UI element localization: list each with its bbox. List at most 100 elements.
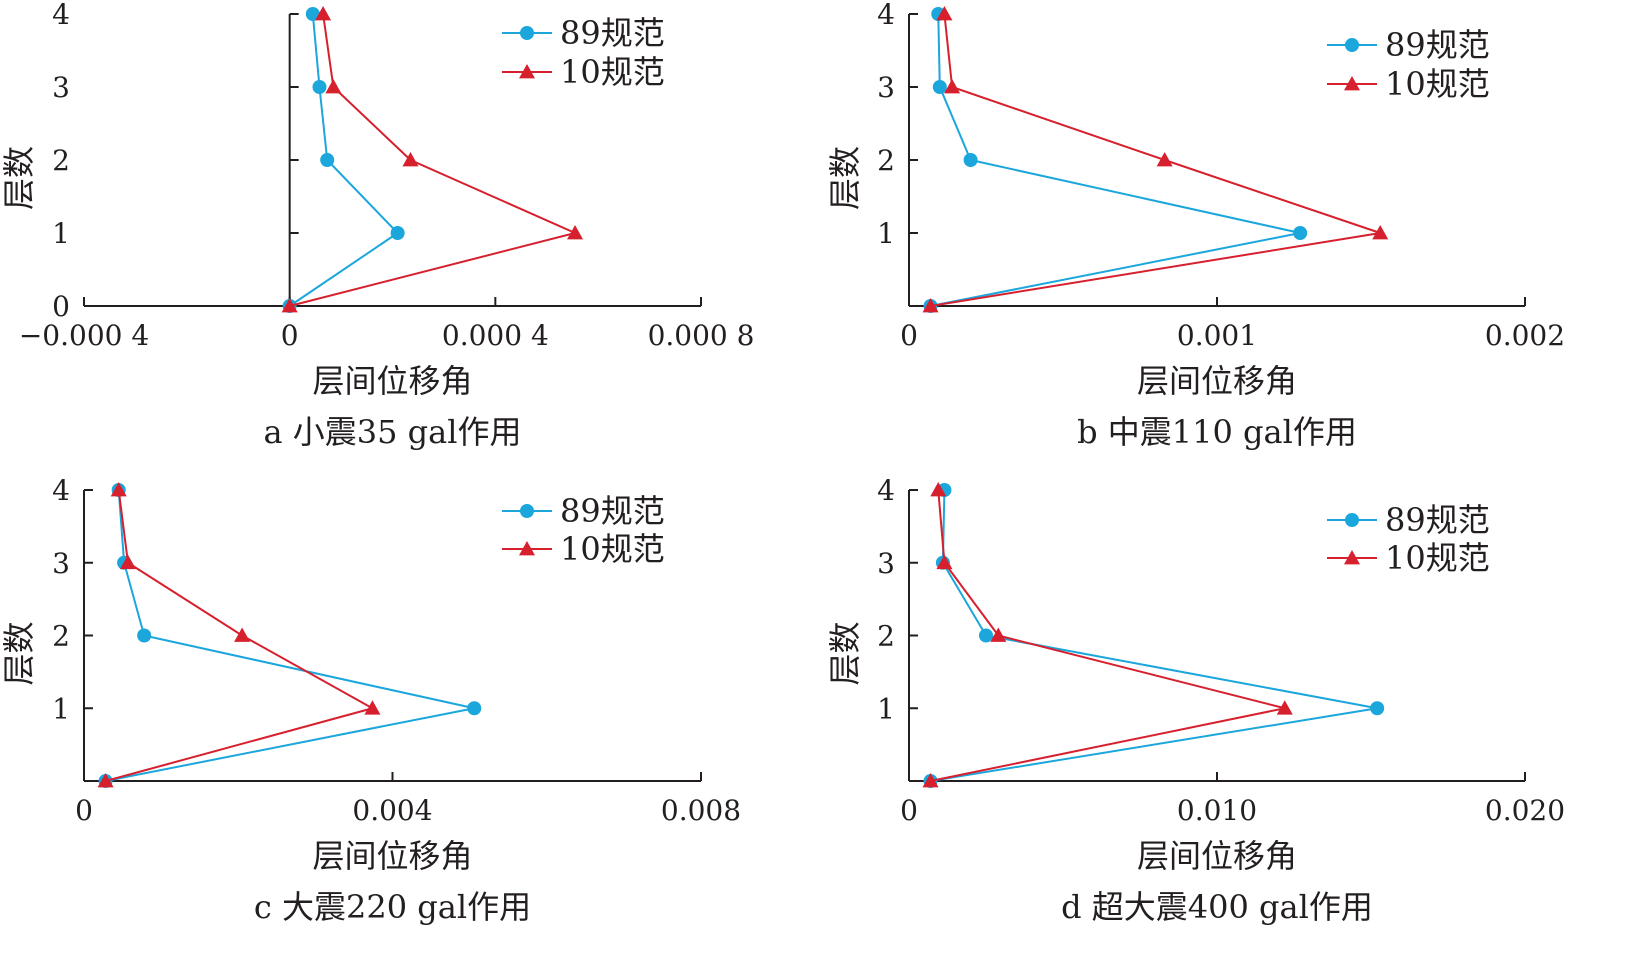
y-tick-label: 1 [52, 692, 70, 725]
legend-marker [519, 541, 535, 556]
x-tick-label: 0 [900, 319, 918, 352]
y-tick-label: 3 [877, 547, 895, 580]
data-point [402, 152, 419, 167]
y-tick-label: 4 [52, 0, 70, 31]
x-tick-label: 0 [281, 319, 299, 352]
legend-label: 89规范 [1385, 501, 1490, 539]
y-axis-title: 层数 [0, 146, 38, 210]
legend-label: 89规范 [560, 14, 665, 52]
x-tick-label: 0.000 4 [442, 319, 549, 352]
legend-marker [520, 504, 534, 518]
legend-marker [520, 26, 534, 40]
y-axis-title: 层数 [0, 621, 38, 685]
data-point [364, 700, 381, 715]
series-10 [922, 6, 1389, 313]
y-tick-label: 2 [877, 620, 895, 653]
data-point [320, 153, 335, 167]
y-axis-title: 层数 [826, 621, 864, 685]
x-axis-title: 层间位移角 [1137, 362, 1297, 400]
data-point [110, 482, 127, 497]
x-tick-label: 0 [900, 794, 918, 827]
legend-label: 10规范 [1385, 65, 1490, 103]
x-tick-label: 0.002 [1485, 319, 1565, 352]
panel-caption: b 中震110 gal作用 [1077, 413, 1357, 451]
data-point [467, 701, 482, 716]
data-point [1276, 700, 1293, 715]
x-axis-title: 层间位移角 [1137, 837, 1297, 875]
legend-marker [519, 64, 535, 79]
panel-caption: d 超大震400 gal作用 [1061, 888, 1373, 926]
series-line [289, 13, 400, 307]
series-89 [282, 7, 405, 313]
series-10 [97, 482, 381, 788]
data-point [979, 628, 993, 643]
y-tick-label: 4 [52, 474, 70, 507]
x-tick-label: −0.000 4 [19, 319, 149, 352]
data-point [1370, 701, 1385, 716]
y-tick-label: 4 [877, 0, 895, 31]
y-tick-label: 3 [52, 71, 70, 104]
data-point [990, 627, 1007, 642]
panel-caption: a 小震35 gal作用 [264, 413, 522, 451]
series-line [105, 489, 475, 782]
data-point [97, 773, 114, 788]
data-point [312, 80, 327, 94]
data-point [234, 627, 251, 642]
data-point [567, 225, 584, 240]
x-axis-title: 层间位移角 [312, 837, 472, 875]
series-line [930, 13, 1301, 307]
legend-marker [1345, 513, 1359, 527]
series-10 [922, 482, 1293, 788]
data-point [936, 554, 953, 570]
y-tick-label: 4 [877, 474, 895, 507]
data-point [932, 80, 947, 94]
panel-caption: c 大震220 gal作用 [254, 888, 531, 926]
y-tick-label: 1 [52, 217, 70, 250]
y-tick-label: 1 [877, 217, 895, 250]
legend-label: 10规范 [1385, 539, 1490, 577]
legend-marker [1344, 550, 1360, 565]
y-tick-label: 1 [877, 692, 895, 725]
y-axis-title: 层数 [826, 146, 864, 210]
data-point [1372, 225, 1389, 240]
y-tick-label: 2 [52, 620, 70, 653]
x-axis-title: 层间位移角 [312, 362, 472, 400]
series-89 [923, 7, 1308, 313]
legend-marker [1345, 38, 1359, 52]
legend-label: 10规范 [560, 530, 665, 568]
data-point [305, 7, 320, 21]
data-point [119, 554, 136, 570]
data-point [963, 153, 978, 167]
y-tick-label: 3 [877, 71, 895, 104]
x-tick-label: 0.001 [1177, 319, 1257, 352]
legend-label: 89规范 [1385, 26, 1490, 64]
series-10 [281, 6, 584, 313]
series-89 [923, 483, 1385, 788]
data-point [1156, 152, 1173, 167]
data-point [281, 298, 298, 313]
y-tick-label: 0 [52, 290, 70, 323]
x-tick-label: 0 [75, 794, 93, 827]
legend-label: 89规范 [560, 492, 665, 530]
y-tick-label: 3 [52, 547, 70, 580]
legend-label: 10规范 [560, 53, 665, 91]
y-tick-label: 2 [877, 144, 895, 177]
x-tick-label: 0.000 8 [648, 319, 755, 352]
data-point [315, 6, 332, 21]
x-tick-label: 0.008 [661, 794, 741, 827]
data-point [137, 628, 152, 643]
data-point [922, 773, 939, 788]
data-point [1293, 226, 1308, 240]
y-tick-label: 2 [52, 144, 70, 177]
x-tick-label: 0.010 [1177, 794, 1257, 827]
data-point [390, 226, 405, 240]
data-point [936, 6, 953, 21]
